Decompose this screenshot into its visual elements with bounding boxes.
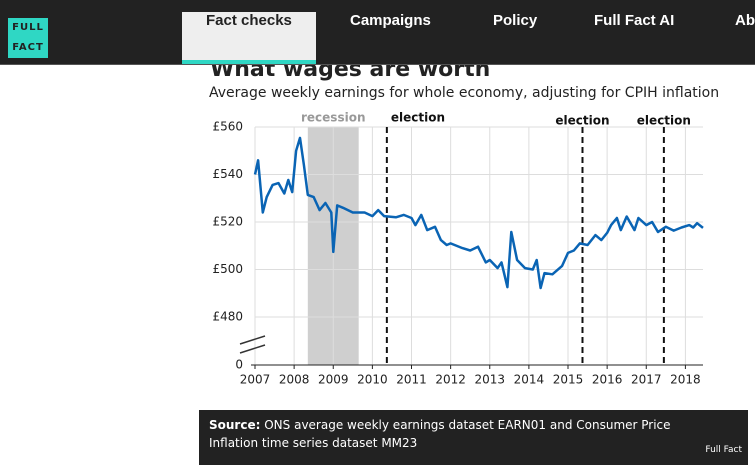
nav-item[interactable]: About bbox=[735, 12, 755, 29]
nav-item[interactable]: Fact checks bbox=[182, 12, 316, 64]
x-tick-label: 2010 bbox=[357, 373, 388, 387]
x-tick-label: 2008 bbox=[279, 373, 310, 387]
x-tick-label: 2007 bbox=[240, 373, 271, 387]
x-tick-label: 2015 bbox=[553, 373, 584, 387]
source-box: Source: ONS average weekly earnings data… bbox=[199, 410, 748, 465]
y-tick-label: 0 bbox=[235, 358, 243, 372]
y-tick-label: £500 bbox=[212, 262, 243, 276]
nav-item[interactable]: Full Fact AI bbox=[594, 12, 675, 29]
nav-item[interactable]: Policy bbox=[493, 12, 538, 29]
election-label: election bbox=[555, 114, 609, 128]
source-text: ONS average weekly earnings dataset EARN… bbox=[209, 418, 671, 450]
x-tick-label: 2009 bbox=[318, 373, 349, 387]
axis-break bbox=[239, 335, 266, 345]
x-tick-label: 2018 bbox=[670, 373, 701, 387]
x-tick-label: 2017 bbox=[631, 373, 662, 387]
x-tick-label: 2011 bbox=[396, 373, 427, 387]
logo-text: FACT bbox=[12, 42, 44, 53]
nav-item[interactable]: Campaigns bbox=[350, 12, 431, 29]
x-tick-label: 2012 bbox=[435, 373, 466, 387]
logo-text: FULL bbox=[12, 22, 44, 33]
y-tick-label: £480 bbox=[212, 310, 243, 324]
election-label: election bbox=[637, 114, 691, 128]
x-tick-label: 2013 bbox=[474, 373, 505, 387]
election-label: election bbox=[391, 111, 445, 125]
nav-bar: FULL FACT Fact checks Campaigns Policy Full … bbox=[0, 0, 755, 65]
y-tick-label: £560 bbox=[212, 120, 243, 134]
recession-label: recession bbox=[301, 111, 366, 125]
brand: Full Fact bbox=[705, 445, 742, 455]
x-tick-label: 2014 bbox=[514, 373, 545, 387]
data-line bbox=[253, 136, 704, 290]
logo[interactable]: FULL FACT bbox=[8, 18, 48, 58]
y-tick-label: £520 bbox=[212, 215, 243, 229]
chart-subtitle: Average weekly earnings for whole econom… bbox=[209, 85, 719, 101]
source-label: Source: bbox=[209, 418, 261, 432]
x-tick-label: 2016 bbox=[592, 373, 623, 387]
y-tick-label: £540 bbox=[212, 167, 243, 181]
axis-break bbox=[239, 344, 266, 354]
